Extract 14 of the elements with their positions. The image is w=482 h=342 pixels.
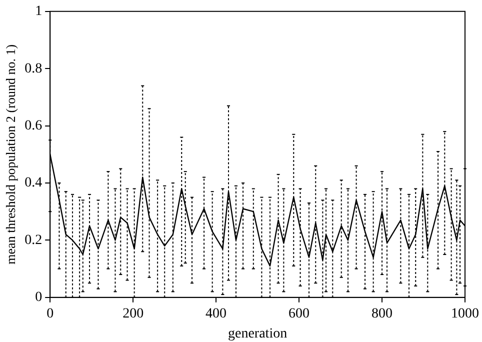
x-tick-label: 1000	[451, 306, 479, 322]
x-tick-label: 400	[206, 306, 227, 322]
x-axis-title: generation	[228, 326, 288, 342]
y-tick-label: 0	[35, 290, 42, 306]
y-tick-label: 0.4	[24, 176, 42, 191]
x-tick-label: 600	[288, 306, 310, 322]
x-tick-label: 800	[372, 306, 393, 322]
y-tick-label: 1	[35, 4, 42, 20]
x-tick-label: 0	[46, 306, 54, 322]
x-tick-label: 200	[122, 306, 144, 322]
y-tick-label: 0.2	[24, 232, 42, 248]
y-tick-label: 0.8	[24, 61, 42, 76]
y-tick-label: 0.6	[24, 118, 42, 134]
y-axis-title: mean threshold population 2 (round no. 1)	[3, 44, 18, 264]
